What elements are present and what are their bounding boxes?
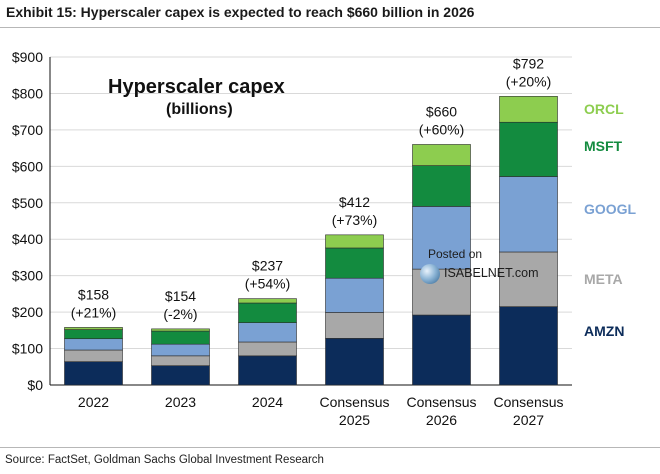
bar-segment-googl [325,277,384,313]
bar-segment-meta [238,341,297,357]
total-change-label: (+20%) [506,73,552,89]
bar-segment-msft [325,247,384,279]
bar-segment-orcl [151,328,210,332]
bar-segment-meta [325,312,384,339]
watermark-site-label: ISABELNET.com [444,266,539,280]
bar-segment-orcl [64,327,123,330]
y-tick-label: $700 [12,122,43,138]
y-tick-label: $900 [12,49,43,65]
watermark: Posted on ISABELNET.com [420,244,570,288]
bar-segment-googl [238,322,297,343]
total-change-label: (+21%) [71,304,117,320]
legend-entry-googl: GOOGL [584,201,637,217]
y-tick-label: $200 [12,304,43,320]
total-value-label: $154 [165,288,196,304]
x-tick-label: 2025 [339,412,370,428]
source-note: Source: FactSet, Goldman Sachs Global In… [5,454,324,466]
y-tick-label: $800 [12,85,43,101]
x-tick-label: 2022 [78,394,109,410]
capex-stacked-bar-chart: $0 $100 $200 $300 $400 $500 $600 $700 $800 $900 $1… [12,49,637,428]
bar-segment-meta [64,349,123,362]
bar-segment-amzn [325,338,384,386]
chart-title: Hyperscaler capex [108,76,285,98]
x-tick-label: 2024 [252,394,283,410]
bar-segment-googl [64,338,123,351]
legend-entry-meta: META [584,271,623,287]
bar-segment-googl [151,343,210,357]
total-value-label: $158 [78,286,109,302]
bar-segment-orcl [325,234,384,249]
x-tick-label: Consensus [319,394,389,410]
bar-segment-msft [412,165,471,207]
x-tick-label: 2027 [513,412,544,428]
bar-segment-googl [412,206,471,270]
y-tick-label: $300 [12,268,43,284]
isabelnet-logo-icon [420,264,440,284]
chart-subtitle: (billions) [166,101,233,118]
title-divider [0,27,660,28]
total-change-label: (+60%) [419,121,465,137]
legend-entry-amzn: AMZN [584,323,624,339]
bar-segment-googl [499,176,558,253]
y-tick-label: $600 [12,158,43,174]
bar-segment-amzn [238,355,297,386]
total-change-label: (+73%) [332,212,378,228]
source-divider [0,447,660,448]
bar-segment-msft [499,121,558,177]
x-tick-label: Consensus [493,394,563,410]
x-tick-label: Consensus [406,394,476,410]
bar-segment-msft [151,330,210,345]
bar-segment-amzn [499,306,558,386]
bar-segment-amzn [412,314,471,386]
watermark-posted-label: Posted on [428,247,483,261]
chart-area: $0 $100 $200 $300 $400 $500 $600 $700 $800 $900 $1… [0,34,660,440]
legend-entry-msft: MSFT [584,138,623,154]
bar-segment-orcl [412,144,471,166]
total-change-label: (+54%) [245,276,291,292]
y-tick-label: $400 [12,231,43,247]
bar-segment-orcl [238,298,297,304]
bar-segment-orcl [499,96,558,123]
bar-segment-msft [238,302,297,323]
y-tick-label: $100 [12,341,43,357]
exhibit-title: Exhibit 15: Hyperscaler capex is expecte… [6,4,475,20]
bar-segment-meta [499,251,558,307]
bar-segment-meta [151,355,210,366]
total-value-label: $237 [252,258,283,274]
y-tick-label: $0 [27,377,43,393]
bar-segment-msft [64,329,123,340]
total-value-label: $412 [339,194,370,210]
bar-segment-amzn [64,361,123,386]
total-value-label: $660 [426,103,457,119]
x-tick-label: 2026 [426,412,457,428]
total-change-label: (-2%) [163,306,197,322]
bar-segment-amzn [151,365,210,386]
x-tick-label: 2023 [165,394,196,410]
total-value-label: $792 [513,55,544,71]
legend-entry-orcl: ORCL [584,101,624,117]
y-tick-label: $500 [12,195,43,211]
